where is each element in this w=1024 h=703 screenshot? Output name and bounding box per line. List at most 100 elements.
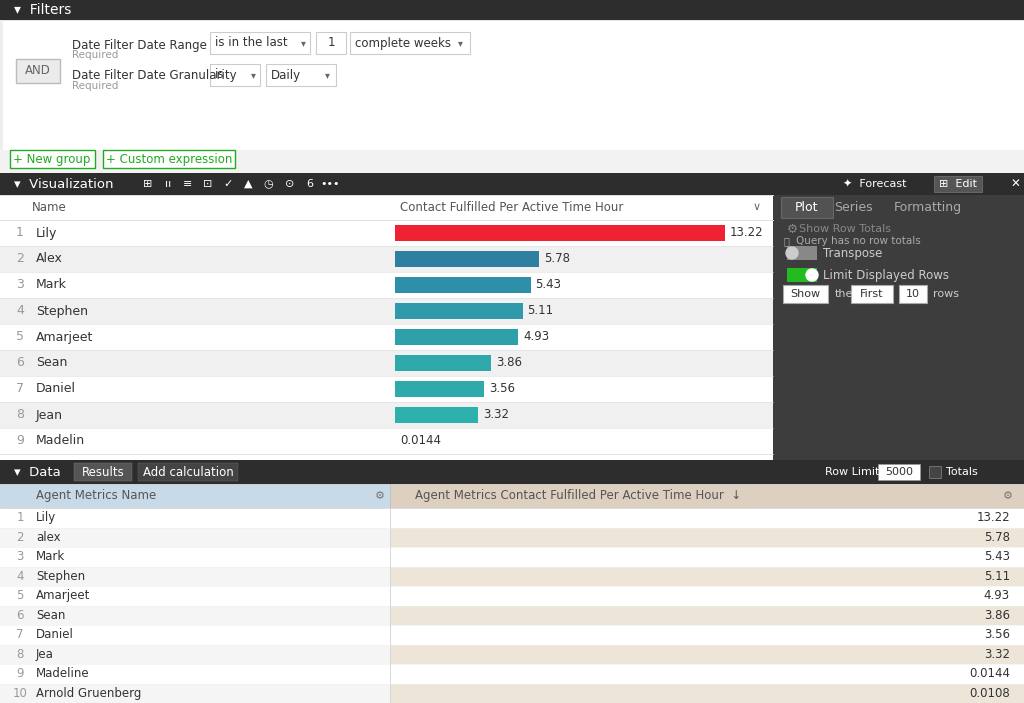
Bar	[0, 376, 773, 402]
Text: 5000: 5000	[885, 467, 913, 477]
Bar	[390, 625, 1024, 645]
Text: ⚙: ⚙	[1002, 491, 1013, 501]
Text: ◷: ◷	[263, 179, 272, 189]
Bar	[138, 463, 238, 481]
Text: 5.43: 5.43	[984, 550, 1010, 563]
Text: ✦  Forecast: ✦ Forecast	[843, 179, 906, 189]
Bar	[0, 350, 773, 376]
Text: ▾  Visualization: ▾ Visualization	[14, 177, 114, 191]
Text: Formatting: Formatting	[894, 201, 963, 214]
Text: ▾: ▾	[251, 70, 256, 80]
Text: ▲: ▲	[244, 179, 252, 189]
Text: 6: 6	[16, 356, 24, 370]
Bar	[210, 32, 310, 54]
Text: Contact Fulfilled Per Active Time Hour: Contact Fulfilled Per Active Time Hour	[400, 201, 624, 214]
Bar	[787, 268, 817, 282]
Bar	[0, 567, 390, 586]
Bar	[0, 460, 1024, 484]
Bar	[395, 304, 522, 318]
Bar	[390, 605, 1024, 625]
Text: Jean: Jean	[36, 408, 63, 422]
Bar	[0, 0, 1024, 20]
Text: Sean: Sean	[36, 609, 66, 621]
Bar	[0, 195, 773, 220]
Text: ⊙: ⊙	[286, 179, 295, 189]
Bar	[0, 664, 390, 683]
Bar	[934, 176, 982, 192]
Text: 3.56: 3.56	[984, 628, 1010, 641]
Bar	[395, 278, 530, 292]
Circle shape	[786, 247, 798, 259]
Text: Totals: Totals	[946, 467, 978, 477]
Text: 3.86: 3.86	[497, 356, 522, 370]
Text: 5.78: 5.78	[984, 531, 1010, 543]
Text: •••: •••	[321, 179, 340, 189]
Text: 5: 5	[16, 589, 24, 602]
Bar	[851, 285, 893, 303]
Text: Show Row Totals: Show Row Totals	[799, 224, 891, 234]
Text: + New group: + New group	[13, 153, 91, 165]
Text: Date Filter Date Granularity: Date Filter Date Granularity	[72, 70, 237, 82]
Bar	[316, 32, 346, 54]
Text: 7: 7	[16, 382, 24, 396]
Bar	[0, 272, 773, 298]
Bar	[0, 298, 773, 324]
Text: 5.11: 5.11	[984, 569, 1010, 583]
Text: Query has no row totals: Query has no row totals	[796, 236, 921, 246]
Bar	[210, 64, 260, 86]
Text: 3: 3	[16, 278, 24, 292]
Bar	[395, 226, 725, 240]
Text: 0.0144: 0.0144	[969, 667, 1010, 681]
Text: + Custom expression: + Custom expression	[105, 153, 232, 165]
Text: 6: 6	[16, 609, 24, 621]
Bar	[0, 586, 390, 605]
Text: Daniel: Daniel	[36, 382, 76, 396]
Text: ⚙: ⚙	[787, 223, 799, 236]
Text: Lily: Lily	[36, 511, 56, 524]
Text: 4.93: 4.93	[523, 330, 549, 344]
Bar	[781, 197, 833, 218]
Text: 🛈: 🛈	[784, 236, 790, 246]
Text: Daily: Daily	[271, 68, 301, 82]
Bar	[0, 20, 3, 150]
Bar	[103, 150, 234, 168]
Bar	[0, 605, 390, 625]
Text: Daniel: Daniel	[36, 628, 74, 641]
Text: 5.43: 5.43	[536, 278, 561, 292]
Text: Mark: Mark	[36, 550, 66, 563]
Bar	[0, 645, 390, 664]
Text: ⊞: ⊞	[143, 179, 153, 189]
Bar	[0, 150, 1024, 173]
Bar	[0, 324, 773, 350]
Text: 5: 5	[16, 330, 24, 344]
Text: 3.56: 3.56	[488, 382, 515, 396]
Text: Madeline: Madeline	[36, 667, 90, 681]
Bar	[929, 466, 941, 478]
Bar	[390, 547, 1024, 567]
Text: 0.0144: 0.0144	[400, 434, 441, 448]
Text: alex: alex	[36, 531, 60, 543]
Text: ∨: ∨	[753, 202, 761, 212]
Bar	[390, 664, 1024, 683]
Text: AND: AND	[25, 65, 51, 77]
Text: ≡: ≡	[183, 179, 193, 189]
Bar	[878, 464, 920, 480]
Text: Lily: Lily	[36, 226, 57, 240]
Bar	[390, 645, 1024, 664]
Text: 1: 1	[328, 37, 335, 49]
Text: Plot: Plot	[796, 201, 819, 214]
Text: 9: 9	[16, 667, 24, 681]
Bar	[0, 683, 390, 703]
Text: ⚙: ⚙	[375, 491, 385, 501]
Bar	[0, 220, 773, 246]
Text: 1: 1	[16, 226, 24, 240]
Text: 5.11: 5.11	[527, 304, 554, 318]
Bar	[899, 285, 927, 303]
Bar	[350, 32, 470, 54]
Text: 10: 10	[12, 687, 28, 699]
Text: 10: 10	[906, 289, 920, 299]
Text: 5.78: 5.78	[545, 252, 570, 266]
Bar	[395, 252, 540, 266]
Text: First: First	[860, 289, 884, 299]
Text: 0.0108: 0.0108	[970, 687, 1010, 699]
